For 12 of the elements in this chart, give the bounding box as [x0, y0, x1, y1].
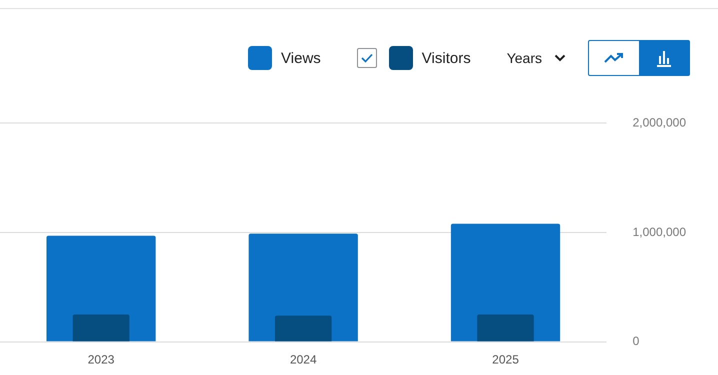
legend-label: Views — [281, 50, 321, 66]
text: Years — [506, 50, 542, 66]
legend-label: Visitors — [422, 50, 471, 66]
bar — [275, 316, 332, 342]
y-tick-label: 2,000,000 — [632, 116, 686, 130]
x-tick-label: 2025 — [492, 352, 520, 366]
bar — [72, 314, 130, 342]
y-tick-label: 1,000,000 — [632, 224, 686, 239]
x-tick-label: 2024 — [290, 352, 317, 366]
bar — [477, 314, 534, 342]
y-tick-label: 0 — [632, 334, 640, 348]
x-tick-label: 2023 — [88, 352, 115, 366]
